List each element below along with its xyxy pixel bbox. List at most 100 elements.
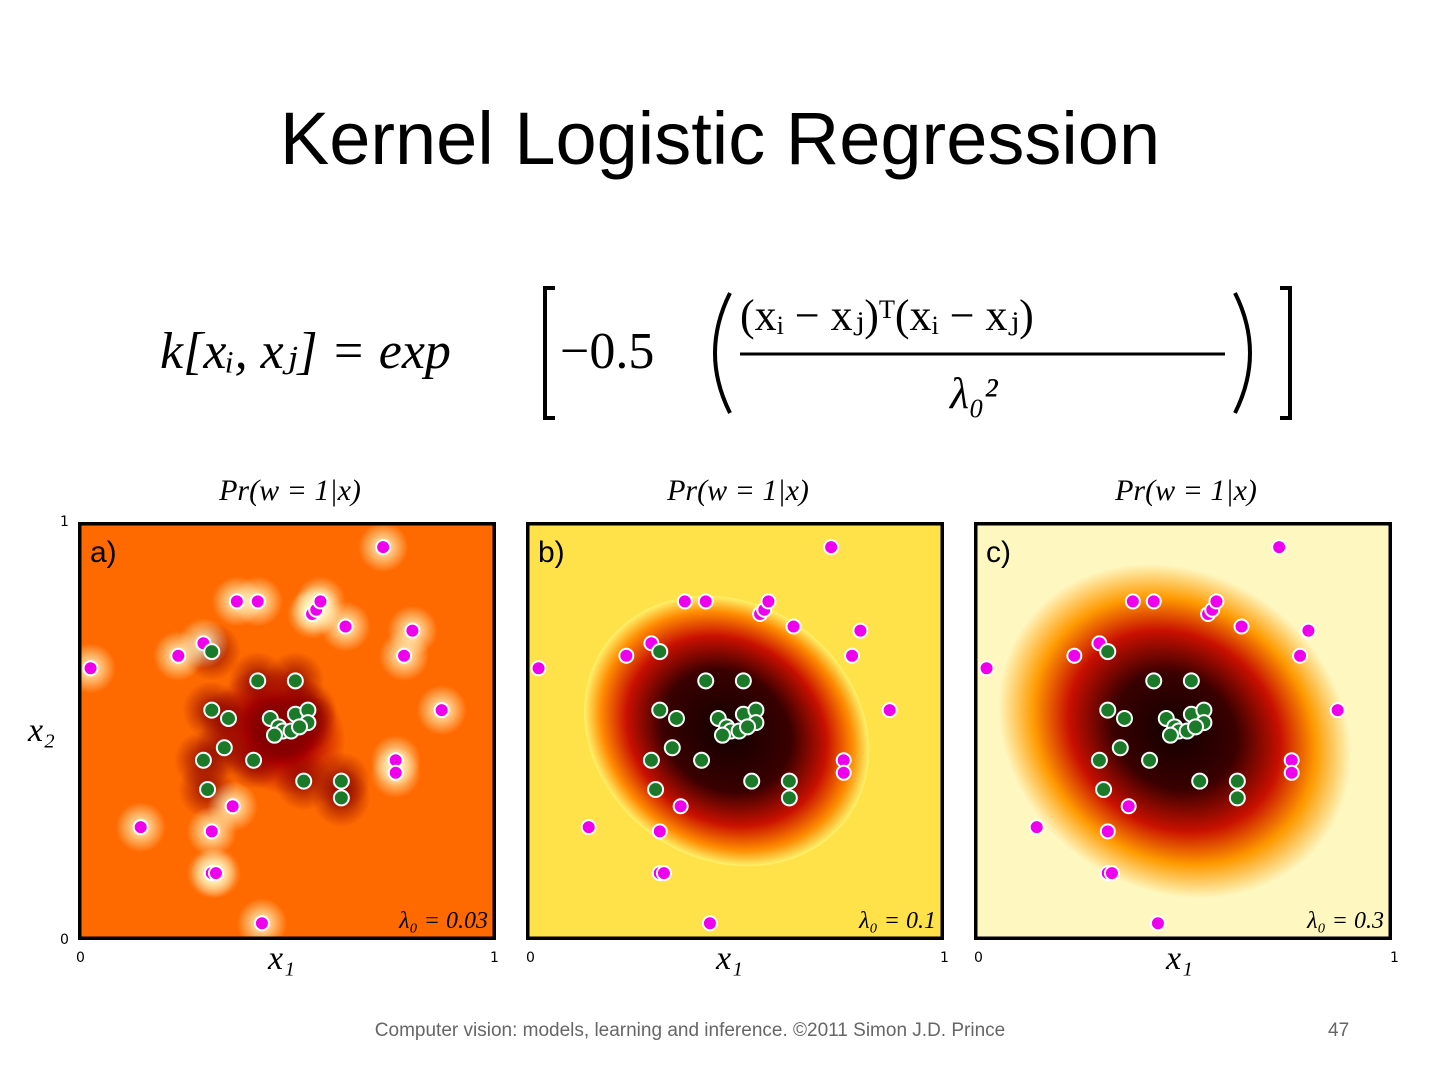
lambda-label: λ₀ = 0.3 xyxy=(1306,908,1384,934)
green-point xyxy=(295,772,313,790)
magenta-point xyxy=(207,865,224,882)
magenta-point xyxy=(82,660,99,677)
magenta-point xyxy=(655,865,672,882)
magenta-point xyxy=(1329,702,1346,719)
magenta-point xyxy=(672,798,689,815)
magenta-point xyxy=(249,593,266,610)
green-point xyxy=(199,781,217,799)
magenta-point xyxy=(1300,622,1317,639)
green-point xyxy=(265,726,283,744)
x-tick-a-0: 0 xyxy=(76,950,85,966)
magenta-point xyxy=(433,702,450,719)
magenta-point xyxy=(580,819,597,836)
x-tick-b-1: 1 xyxy=(940,950,949,966)
plot-b: b) λ₀ = 0.1 xyxy=(526,522,944,940)
green-point xyxy=(693,751,711,769)
x-axis-label-b: x₁ xyxy=(716,940,743,977)
panel-letter: a) xyxy=(90,536,117,569)
green-point xyxy=(1111,739,1129,757)
green-point xyxy=(1141,751,1159,769)
green-point xyxy=(647,781,665,799)
plot-a: a) λ₀ = 0.03 xyxy=(78,522,496,940)
magenta-point xyxy=(785,618,802,635)
magenta-point xyxy=(1208,593,1225,610)
green-point xyxy=(291,718,309,736)
right-bracket xyxy=(1280,286,1292,420)
magenta-point xyxy=(651,823,668,840)
magenta-point xyxy=(1149,915,1166,932)
green-point xyxy=(1115,709,1133,727)
magenta-point xyxy=(823,539,840,556)
magenta-point xyxy=(1103,865,1120,882)
panel-letter: b) xyxy=(538,536,565,569)
plot-c-svg: c) λ₀ = 0.3 xyxy=(974,522,1392,940)
green-point xyxy=(734,672,752,690)
green-point xyxy=(1145,672,1163,690)
page-number: 47 xyxy=(1328,1020,1350,1041)
magenta-point xyxy=(1124,593,1141,610)
y-tick-1: 1 xyxy=(60,514,69,530)
x-tick-c-1: 1 xyxy=(1390,950,1399,966)
magenta-point xyxy=(375,539,392,556)
right-paren xyxy=(1233,292,1252,414)
magenta-point xyxy=(337,618,354,635)
magenta-point xyxy=(387,764,404,781)
magenta-point xyxy=(835,764,852,781)
panel-b-title: Pr(w = 1|x) xyxy=(667,474,809,507)
magenta-point xyxy=(978,660,995,677)
green-point xyxy=(697,672,715,690)
green-point xyxy=(1090,751,1108,769)
magenta-point xyxy=(1145,593,1162,610)
kernel-formula: k[xᵢ, xⱼ] = exp −0.5 (xᵢ − xⱼ)ᵀ(xᵢ − xⱼ)… xyxy=(150,268,1310,438)
green-point xyxy=(743,772,761,790)
formula-svg: k[xᵢ, xⱼ] = exp −0.5 (xᵢ − xⱼ)ᵀ(xᵢ − xⱼ)… xyxy=(160,286,1292,420)
green-point xyxy=(1191,772,1209,790)
plot-frame xyxy=(526,522,944,940)
green-point xyxy=(219,709,237,727)
lambda-label: λ₀ = 0.1 xyxy=(858,908,936,934)
magenta-point xyxy=(760,593,777,610)
green-point xyxy=(245,751,263,769)
green-point xyxy=(1161,726,1179,744)
magenta-point xyxy=(224,798,241,815)
magenta-point xyxy=(404,622,421,639)
left-paren xyxy=(713,292,732,414)
green-point xyxy=(1182,672,1200,690)
magenta-point xyxy=(1292,647,1309,664)
panel-c-title: Pr(w = 1|x) xyxy=(1115,474,1257,507)
magenta-point xyxy=(132,819,149,836)
magenta-point xyxy=(253,915,270,932)
footer-credit: Computer vision: models, learning and in… xyxy=(374,1020,1006,1041)
plot-frame xyxy=(974,522,1392,940)
green-point xyxy=(663,739,681,757)
green-point xyxy=(739,718,757,736)
magenta-point xyxy=(701,915,718,932)
x-axis-label-c: x₁ xyxy=(1166,940,1193,977)
formula-denominator: λ₀² xyxy=(948,369,998,418)
green-point xyxy=(203,643,221,661)
panel-a-title: Pr(w = 1|x) xyxy=(219,474,361,507)
lambda-label: λ₀ = 0.03 xyxy=(398,908,488,934)
green-point xyxy=(642,751,660,769)
y-tick-0: 0 xyxy=(60,932,69,948)
magenta-point xyxy=(697,593,714,610)
green-point xyxy=(780,789,798,807)
magenta-point xyxy=(1233,618,1250,635)
green-point xyxy=(215,739,233,757)
green-point xyxy=(667,709,685,727)
magenta-point xyxy=(203,823,220,840)
magenta-point xyxy=(1066,647,1083,664)
green-point xyxy=(1228,772,1246,790)
panel-letter: c) xyxy=(986,536,1011,569)
plot-frame xyxy=(78,522,496,940)
x-tick-a-1: 1 xyxy=(490,950,499,966)
formula-lhs: k[xᵢ, xⱼ] = exp xyxy=(160,323,451,380)
green-point xyxy=(651,643,669,661)
formula-coef: −0.5 xyxy=(560,323,654,380)
left-bracket xyxy=(543,286,555,420)
plot-c: c) λ₀ = 0.3 xyxy=(974,522,1392,940)
slide-title: Kernel Logistic Regression xyxy=(279,97,1161,180)
green-point xyxy=(1099,643,1117,661)
magenta-point xyxy=(844,647,861,664)
green-point xyxy=(1095,781,1113,799)
